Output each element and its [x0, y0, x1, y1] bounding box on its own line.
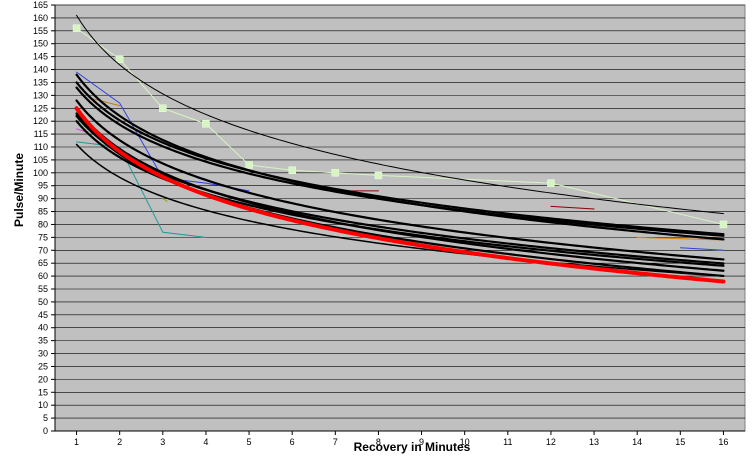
series-line-0: [76, 27, 724, 225]
trend-line-20: [74, 106, 726, 284]
y-tick-label: 140: [33, 65, 48, 75]
y-tick-label: 115: [34, 129, 48, 139]
y-tick-label: 80: [38, 219, 48, 229]
x-tick-label: 3: [160, 437, 165, 447]
y-tick-label: 105: [33, 155, 48, 165]
y-tick-label: 30: [38, 349, 48, 359]
gridlines: [55, 4, 745, 432]
y-tick-label: 70: [38, 245, 48, 255]
x-tick-label: 2: [117, 437, 122, 447]
x-tick-label: 4: [203, 437, 208, 447]
y-tick-label: 60: [38, 271, 48, 281]
x-tick-label: 7: [333, 437, 338, 447]
series-line-7: [550, 205, 595, 210]
y-tick-label: 10: [38, 400, 48, 410]
y-tick-label: 155: [33, 26, 48, 36]
y-tick-label: 85: [38, 207, 48, 217]
x-tick-label: 15: [675, 437, 685, 447]
x-tick-label: 12: [546, 437, 556, 447]
y-tick-label: 130: [33, 90, 48, 100]
data-point: [374, 171, 383, 180]
trend-line-13: [75, 73, 725, 241]
x-tick-label: 11: [503, 437, 512, 447]
trend-line-14: [75, 99, 725, 261]
data-point: [202, 120, 210, 128]
series-line-8: [636, 236, 724, 241]
series-layer: [72, 14, 728, 284]
data-point: [245, 161, 253, 169]
series-line-3: [89, 97, 121, 107]
y-tick-label: 5: [43, 413, 48, 423]
series-line-5: [162, 198, 168, 202]
x-tick-label: 9: [419, 437, 424, 447]
data-point: [72, 24, 81, 32]
x-tick-label: 5: [247, 437, 252, 447]
y-tick-label: 55: [38, 284, 48, 294]
y-tick-label: 125: [33, 103, 48, 113]
y-tick-label: 0: [43, 426, 48, 436]
y-tick-label: 165: [33, 0, 48, 10]
y-tick-label: 25: [38, 361, 48, 371]
y-tick-label: 120: [33, 116, 48, 126]
x-tick-label: 14: [632, 437, 642, 447]
data-point: [547, 179, 555, 187]
trend-line-19: [75, 143, 725, 277]
y-tick-label: 90: [38, 194, 48, 204]
y-tick-label: 50: [38, 297, 48, 307]
axes: 0510152025303540455055606570758085909510…: [33, 0, 745, 447]
trend-line-10: [76, 14, 724, 215]
x-tick-label: 13: [589, 437, 599, 447]
series-line-4: [76, 128, 86, 133]
y-tick-label: 110: [34, 142, 48, 152]
y-tick-label: 100: [33, 168, 48, 178]
trend-line-17: [75, 107, 725, 272]
data-point: [331, 169, 340, 177]
y-tick-label: 40: [38, 323, 48, 333]
data-point: [288, 166, 296, 174]
y-tick-label: 150: [33, 39, 48, 49]
y-tick-label: 75: [38, 232, 48, 242]
trend-line-11: [75, 81, 725, 236]
y-tick-label: 160: [33, 13, 48, 23]
x-tick-label: 6: [290, 437, 295, 447]
y-tick-label: 20: [38, 374, 48, 384]
x-tick-label: 16: [718, 437, 728, 447]
data-point: [159, 104, 167, 113]
y-tick-label: 15: [38, 387, 48, 397]
series-line-9: [679, 247, 724, 251]
y-tick-label: 95: [38, 181, 48, 191]
y-tick-label: 45: [38, 310, 48, 320]
y-axis-title: Pulse/Minute: [12, 153, 26, 227]
y-tick-label: 35: [38, 336, 48, 346]
x-axis-title: Recovery in Minutes: [354, 440, 471, 454]
series-line-2: [76, 141, 207, 238]
y-tick-label: 145: [33, 52, 48, 62]
y-tick-label: 65: [38, 258, 48, 268]
plot-area: [54, 4, 746, 432]
data-point: [115, 55, 124, 63]
x-tick-label: 1: [74, 437, 79, 447]
x-tick-label: 8: [376, 437, 381, 447]
y-tick-label: 135: [33, 77, 48, 87]
x-tick-label: 10: [460, 437, 470, 447]
data-point: [719, 220, 728, 229]
